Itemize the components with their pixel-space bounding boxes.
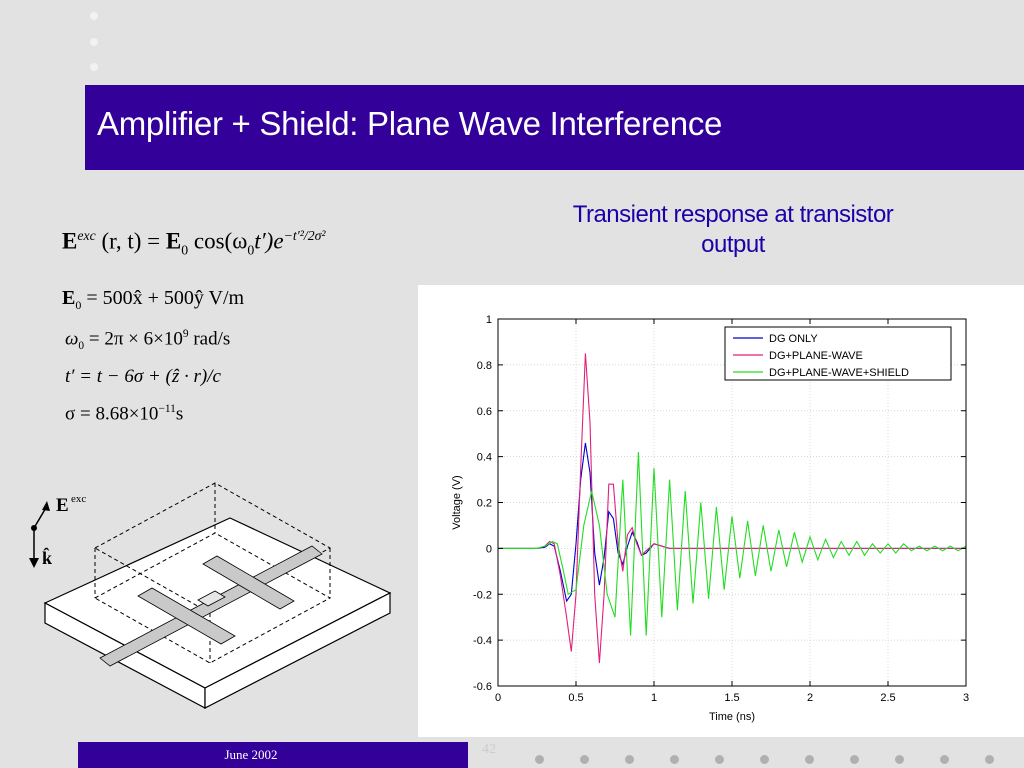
x-tick-label: 0.5: [568, 692, 583, 704]
eq-sigma-unit: s: [175, 403, 184, 425]
stub-right: [202, 555, 295, 610]
footer-date: June 2002: [224, 747, 278, 762]
x-tick-label: 0: [495, 692, 501, 704]
decor-dot: [760, 755, 769, 764]
equation-amplitude: E0 = 500x̂ + 500ŷ V/m: [62, 287, 245, 312]
decor-dot: [580, 755, 589, 764]
eq-sigma-value: σ = 8.68×10: [65, 403, 159, 425]
y-tick-label: 0.6: [477, 406, 492, 418]
e-field-label: E: [56, 495, 69, 516]
footer-bar: June 2002: [78, 742, 468, 768]
y-tick-label: 1: [486, 314, 492, 326]
x-axis-label: Time (ns): [709, 711, 755, 723]
eq-tprime: t′)e: [254, 228, 284, 254]
eq-args: (r, t) =: [95, 228, 166, 254]
legend-entry: DG+PLANE-WAVE: [769, 350, 863, 362]
e-field-arrowhead-icon: [42, 501, 50, 511]
decor-dot: [90, 63, 98, 71]
decor-dot: [715, 755, 724, 764]
decor-dot: [850, 755, 859, 764]
eq-symbol: E: [165, 228, 182, 254]
amplifier-shield-diagram: E exc k̂: [29, 482, 392, 709]
y-tick-label: -0.4: [473, 635, 492, 647]
decor-dot: [90, 38, 98, 46]
y-tick-label: -0.2: [473, 589, 492, 601]
x-tick-label: 3: [963, 692, 969, 704]
series-line-3: [498, 451, 967, 636]
y-tick-label: 0.2: [477, 498, 492, 510]
x-tick-label: 1.5: [724, 692, 739, 704]
title-bar: Amplifier + Shield: Plane Wave Interfere…: [85, 85, 1024, 170]
legend-entry: DG ONLY: [769, 333, 818, 345]
eq-sub: 0: [247, 242, 255, 258]
eq-exp: −t′²/2σ²: [283, 228, 326, 243]
board-right-face: [204, 592, 391, 709]
decor-dot: [625, 755, 634, 764]
transient-response-chart: 0 0.5 1 1.5 2 2.5 3 -0.6 -0.4 -0.2 0 0.2 0.4 0.6 0.8 1 T…: [451, 314, 969, 723]
shield-box: [93, 482, 332, 664]
eq-tprime-value: t′ = t − 6σ + (ẑ · r)/c: [65, 366, 221, 387]
eq-e0-value: = 500x̂ + 500ŷ V/m: [86, 287, 245, 309]
y-tick-label: -0.6: [473, 681, 492, 693]
eq-omega-value: = 2π × 6×10: [88, 328, 183, 350]
y-axis-label: Voltage (V): [451, 475, 463, 529]
decor-dot: [535, 755, 544, 764]
legend-entry: DG+PLANE-WAVE+SHIELD: [769, 367, 909, 379]
page-number: 42: [482, 742, 496, 757]
eq-omega-unit: rad/s: [188, 328, 231, 350]
equation-incident-field: Eexc (r, t) = E0 cos(ω0t′)e−t′²/2σ²: [62, 228, 326, 258]
chart-heading-line1: Transient response at transistor: [572, 201, 894, 228]
k-vector-arrowhead-icon: [29, 558, 39, 568]
equation-retarded-time: t′ = t − 6σ + (ẑ · r)/c: [65, 366, 221, 388]
stub-left: [137, 587, 236, 645]
equation-sigma: σ = 8.68×10−11s: [65, 403, 183, 425]
chart-heading: Transient response at transistor output: [508, 200, 958, 260]
eq-sub: 0: [181, 242, 189, 258]
x-tick-label: 2: [807, 692, 813, 704]
y-tick-label: 0: [486, 543, 492, 555]
x-tick-label: 1: [651, 692, 657, 704]
series-line-2: [498, 353, 966, 664]
decor-dot: [670, 755, 679, 764]
chart-panel: 0 0.5 1 1.5 2 2.5 3 -0.6 -0.4 -0.2 0 0.2 0.4 0.6 0.8 1 T…: [418, 285, 1024, 737]
e-field-sup: exc: [71, 493, 86, 505]
eq-cos: cos(ω: [188, 228, 248, 254]
y-tick-label: 0.8: [477, 360, 492, 372]
legend-box: [724, 326, 952, 381]
eq-sup: exc: [77, 228, 96, 243]
k-label: k̂: [42, 547, 52, 568]
decor-dot: [805, 755, 814, 764]
decor-dot: [90, 12, 98, 20]
x-tick-label: 2.5: [880, 692, 895, 704]
chart-heading-line2: output: [701, 231, 765, 258]
decor-dot: [985, 755, 994, 764]
equation-frequency: ω0 = 2π × 6×109 rad/s: [65, 328, 231, 353]
decor-dot: [895, 755, 904, 764]
eq-symbol: E: [62, 228, 78, 254]
transistor: [197, 590, 226, 607]
slide-title: Amplifier + Shield: Plane Wave Interfere…: [97, 105, 723, 142]
decor-dot: [940, 755, 949, 764]
y-tick-label: 0.4: [477, 452, 492, 464]
eq-sigma-exp: −11: [158, 403, 176, 415]
eq-omega-exp: 9: [182, 328, 189, 340]
